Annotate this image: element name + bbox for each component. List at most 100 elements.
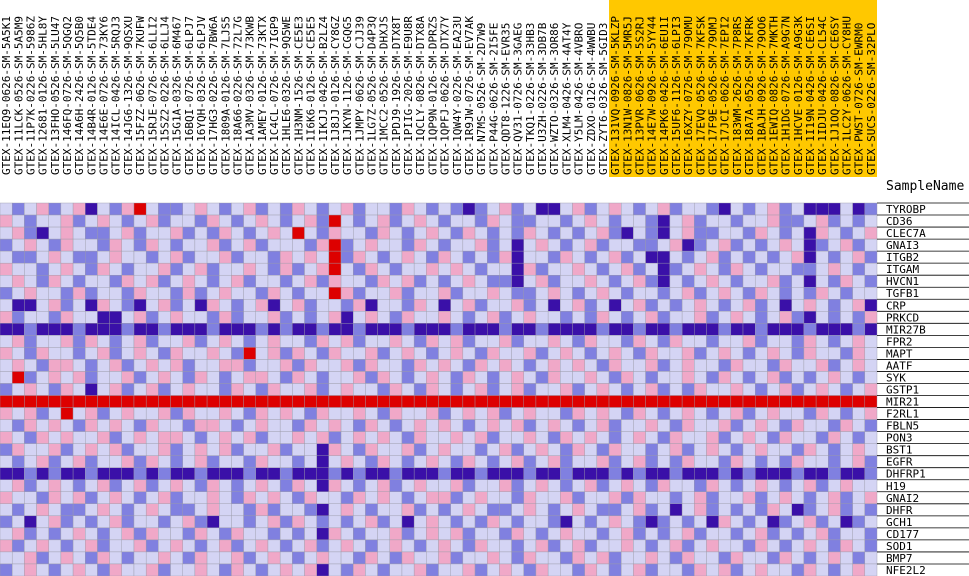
heatmap-cell (584, 539, 598, 553)
heatmap-cell (742, 323, 756, 336)
heatmap-cell (267, 419, 281, 432)
heatmap-cell (462, 491, 476, 505)
heatmap-cell (730, 226, 744, 240)
heatmap-cell (474, 335, 488, 348)
heatmap-cell (72, 443, 86, 456)
heatmap-cell (72, 419, 86, 432)
heatmap-cell (694, 226, 707, 240)
heatmap-cell (36, 371, 49, 384)
heatmap-cell (621, 287, 634, 300)
heatmap-cell (304, 371, 317, 384)
heatmap-cell (24, 419, 37, 432)
heatmap-cell (255, 238, 269, 252)
heatmap-cell (304, 250, 317, 264)
heatmap-cell (316, 479, 330, 492)
heatmap-cell (669, 238, 683, 252)
heatmap-cell (462, 226, 476, 240)
heatmap-cell (85, 347, 98, 360)
heatmap-cell (365, 335, 378, 348)
heatmap-cell (255, 551, 269, 565)
heatmap-cell (754, 419, 768, 432)
heatmap-cell (633, 467, 646, 480)
heatmap-cell (547, 359, 561, 372)
heatmap-cell (487, 431, 500, 444)
heatmap-cell (767, 238, 780, 252)
heatmap-cell (511, 371, 524, 384)
heatmap-cell (767, 202, 780, 216)
heatmap-cell (413, 467, 427, 480)
heatmap-cell (279, 431, 293, 444)
heatmap-cell (340, 563, 354, 576)
heatmap-cell (85, 395, 98, 408)
heatmap-cell (377, 527, 390, 541)
heatmap-cell (121, 467, 135, 480)
heatmap-cell (413, 515, 427, 529)
heatmap-cell (523, 383, 537, 396)
heatmap-cell (694, 347, 707, 360)
heatmap-cell (121, 443, 135, 456)
heatmap-cell (401, 262, 415, 276)
heatmap-cell (389, 395, 403, 408)
heatmap-cell (48, 407, 62, 420)
heatmap-cell (206, 335, 220, 348)
heatmap-cell (815, 467, 829, 480)
heatmap-cell (779, 527, 792, 541)
heatmap-cell (742, 419, 756, 432)
sample-label: GTEX-1809A-0126-SM-7LJS5 (219, 16, 232, 175)
heatmap-cell (754, 371, 768, 384)
heatmap-cell (389, 238, 403, 252)
heatmap-cell (206, 250, 220, 264)
heatmap-cell (560, 551, 573, 565)
heatmap-cell (182, 371, 196, 384)
heatmap-cell (596, 274, 610, 288)
heatmap-cell (864, 383, 878, 396)
heatmap-cell (231, 299, 244, 312)
sample-label: GTEX-16XZY-0726-SM-79OMU (682, 16, 695, 175)
heatmap-cell (426, 539, 439, 553)
sample-label: GTEX-1C4CL-0726-SM-7IGP9 (268, 16, 281, 175)
heatmap-cell (389, 539, 403, 553)
heatmap-cell (97, 419, 110, 432)
heatmap-cell (72, 347, 86, 360)
heatmap-cell (353, 563, 366, 576)
heatmap-cell (426, 202, 439, 216)
heatmap-cell (584, 407, 598, 420)
heatmap-cell (596, 383, 610, 396)
heatmap-cell (170, 443, 183, 456)
heatmap-cell (85, 455, 98, 468)
heatmap-cell (24, 202, 37, 216)
heatmap-cell (487, 515, 500, 529)
heatmap-cell (815, 491, 829, 505)
heatmap-cell (438, 262, 451, 276)
heatmap-cell (389, 419, 403, 432)
heatmap-cell (767, 443, 780, 456)
heatmap-cell (828, 347, 841, 360)
heatmap-cell (754, 202, 768, 216)
heatmap-cell (340, 503, 354, 517)
sample-label: GTEX-1H1DG-0726-SM-A9G7N (780, 16, 793, 175)
heatmap-cell (0, 274, 13, 288)
heatmap-cell (633, 202, 646, 216)
heatmap-cell (60, 262, 74, 276)
heatmap-cell (158, 467, 171, 480)
heatmap-cell (243, 491, 256, 505)
heatmap-cell (377, 359, 390, 372)
heatmap-cell (852, 395, 866, 408)
heatmap-cell (803, 467, 817, 480)
heatmap-cell (499, 262, 512, 276)
heatmap-cell (608, 311, 622, 324)
heatmap-cell (681, 551, 695, 565)
heatmap-cell (694, 371, 707, 384)
heatmap-cell (694, 383, 707, 396)
heatmap-cell (158, 479, 171, 492)
heatmap-cell (426, 431, 439, 444)
heatmap-cell (170, 419, 183, 432)
heatmap-cell (182, 503, 196, 517)
heatmap-cell (219, 335, 232, 348)
heatmap-cell (353, 238, 366, 252)
heatmap-cell (657, 527, 671, 541)
heatmap-cell (596, 335, 610, 348)
sample-label: GTEX-QV31-0726-SM-3GAEG (512, 23, 525, 175)
heatmap-cell (523, 359, 537, 372)
